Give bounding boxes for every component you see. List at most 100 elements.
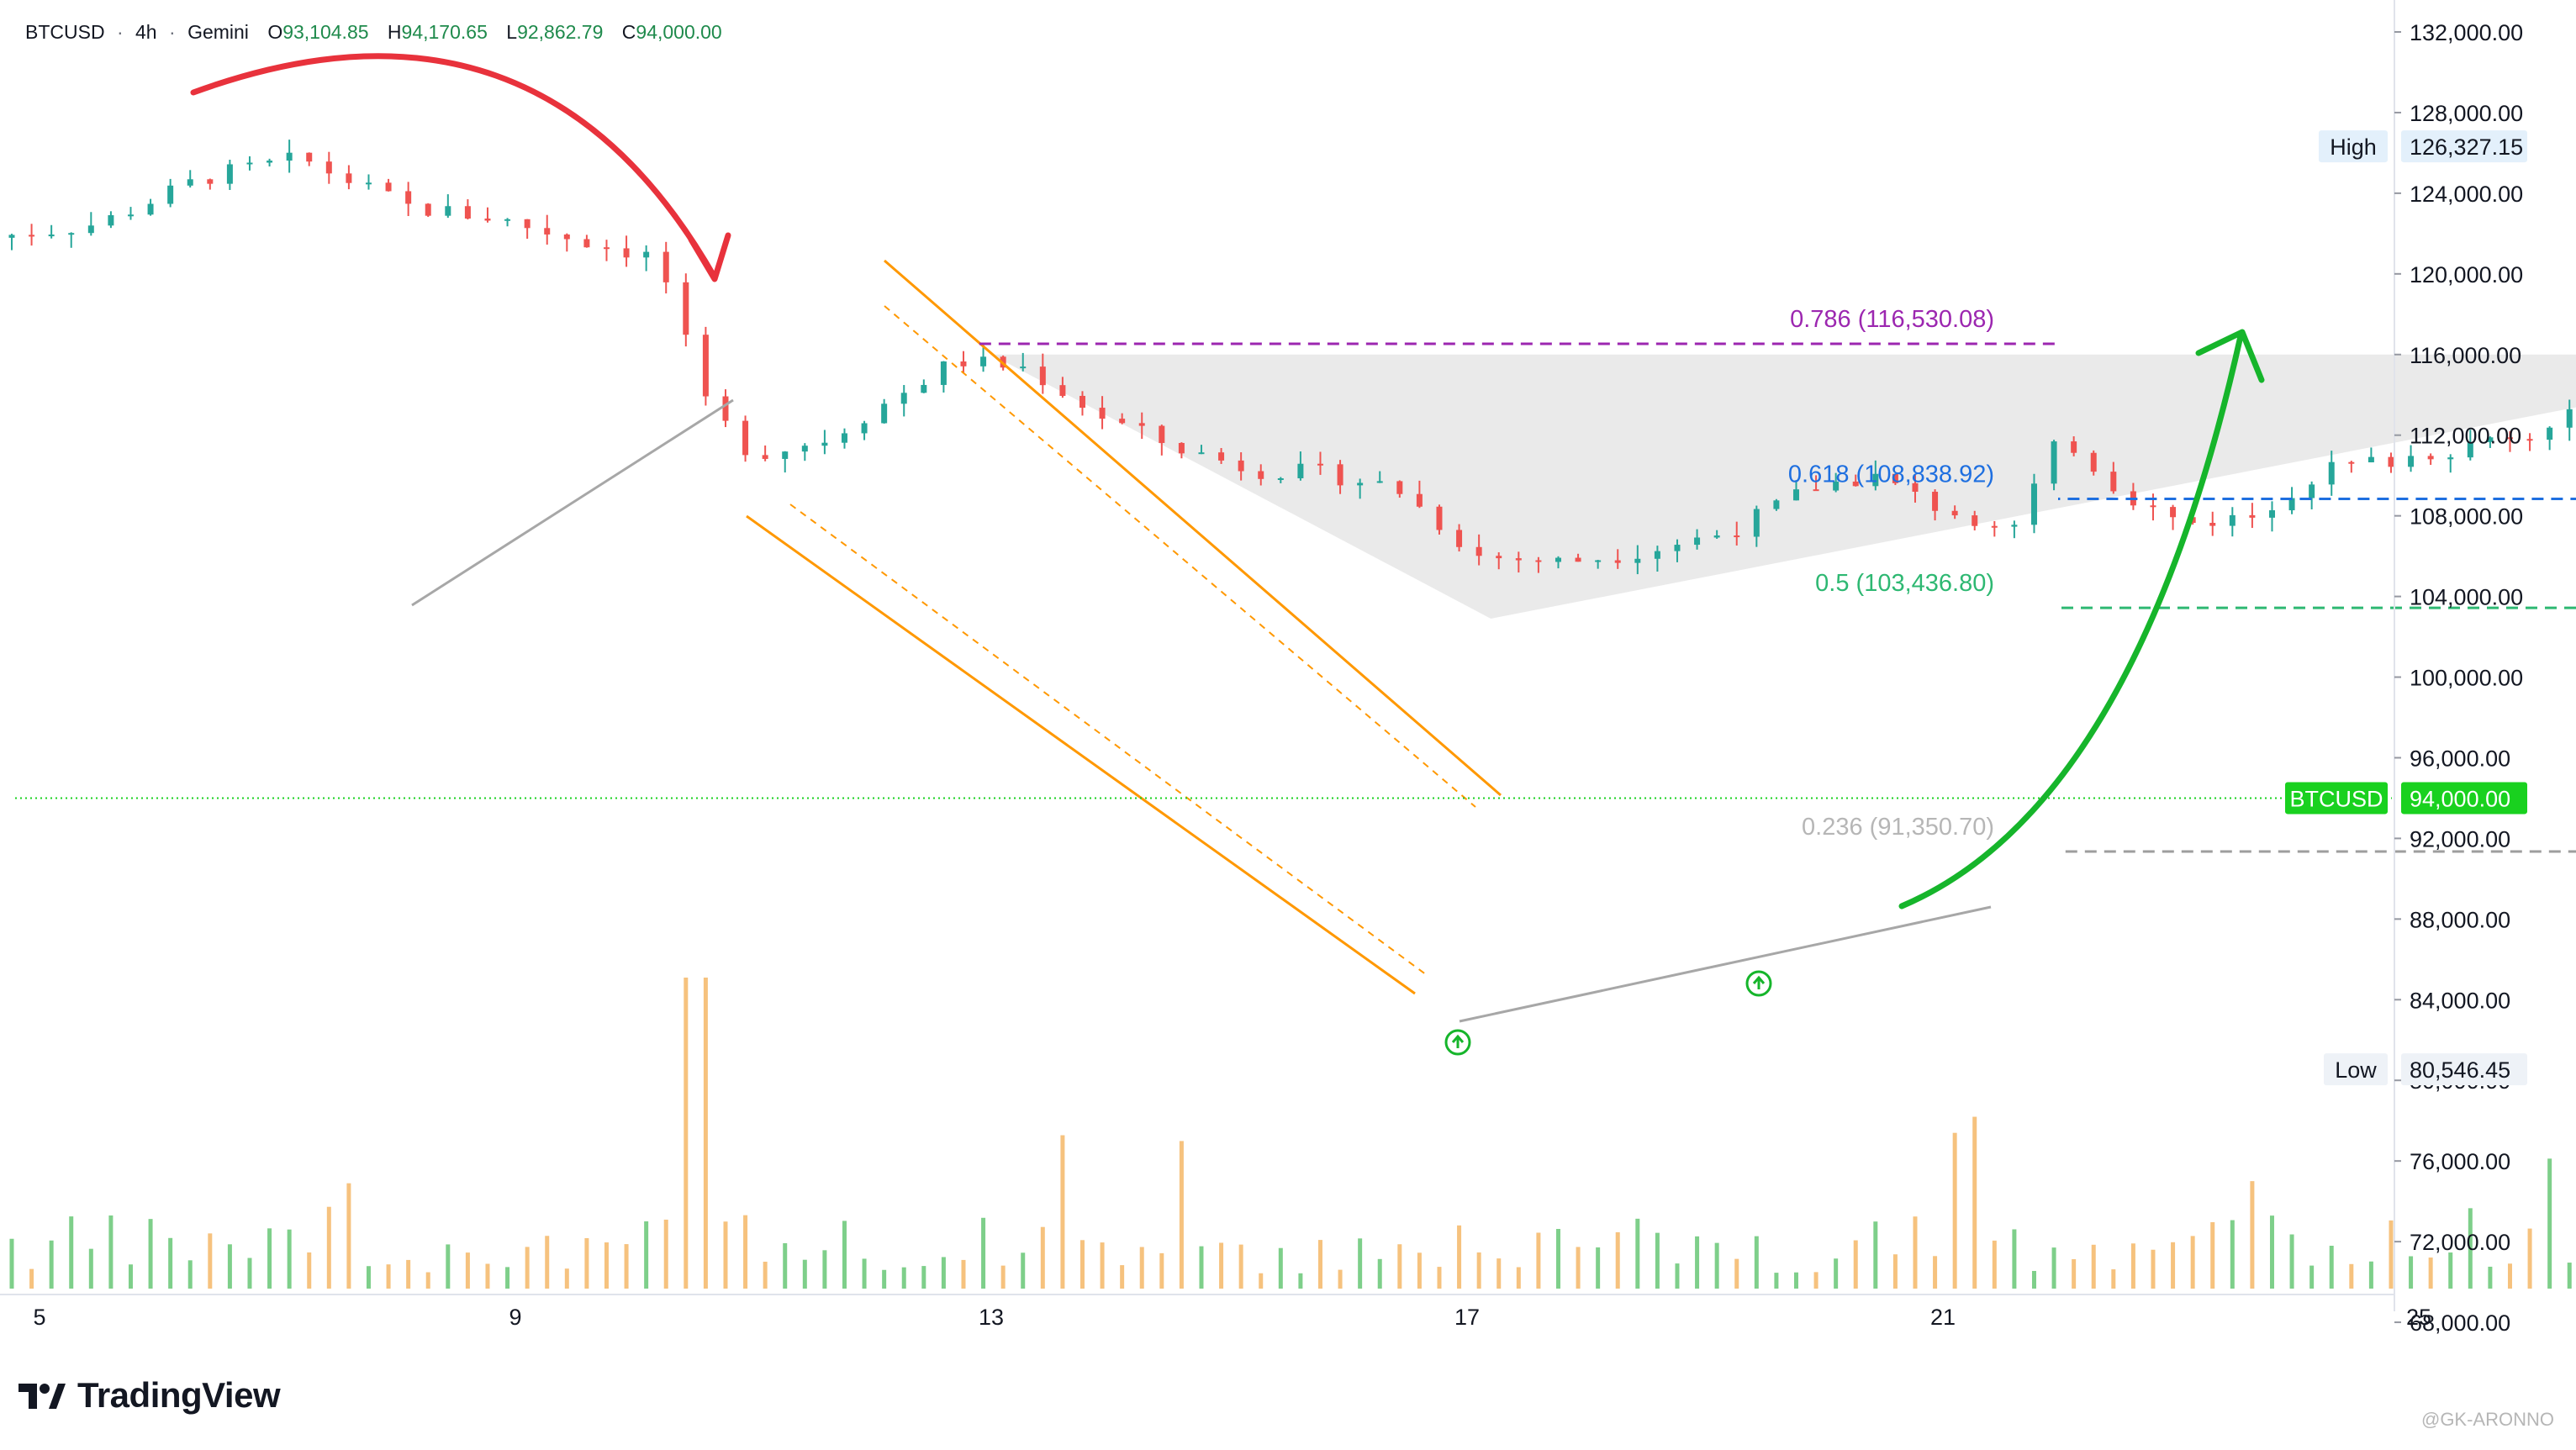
candle-body — [68, 233, 75, 235]
volume-bar — [1615, 1231, 1620, 1289]
low-value: 80,546.45 — [2410, 1057, 2510, 1083]
volume-bar — [29, 1268, 34, 1289]
volume-bar — [1873, 1221, 1878, 1289]
candle-body — [2467, 441, 2473, 458]
candle-body — [1912, 482, 1919, 493]
volume-bar — [247, 1258, 252, 1289]
volume-bar — [1774, 1273, 1779, 1289]
volume-bar — [981, 1217, 986, 1289]
volume-bar — [1159, 1252, 1164, 1289]
volume-bar — [2428, 1258, 2433, 1289]
volume-bar — [564, 1268, 569, 1289]
candle-body — [504, 219, 511, 221]
candle-body — [940, 361, 947, 385]
volume-bar — [624, 1244, 629, 1289]
candles — [8, 140, 2573, 575]
candle-body — [1337, 464, 1343, 486]
volume-bar — [1060, 1135, 1065, 1289]
candle-body — [286, 152, 293, 161]
candle-body — [1852, 481, 1859, 487]
volume-bar — [2190, 1236, 2195, 1289]
candle-body — [306, 152, 313, 162]
candle-body — [1357, 482, 1364, 486]
volume-bar — [822, 1250, 827, 1289]
buy-signal-arrow — [1752, 975, 1766, 989]
volume-bar — [1555, 1229, 1560, 1289]
volume-bar — [2171, 1242, 2176, 1289]
low-tag — [2324, 1053, 2388, 1086]
candle-body — [702, 335, 709, 397]
channel-mid-line — [884, 305, 1476, 808]
price-tick-label: 112,000.00 — [2410, 424, 2521, 449]
candle-body — [1972, 515, 1978, 526]
volume-bar — [406, 1259, 411, 1289]
candle-body — [385, 182, 392, 192]
volume-bar — [287, 1229, 292, 1289]
price-tick-label: 100,000.00 — [2410, 666, 2523, 691]
symbol-info: BTCUSD · 4h · Gemini O93,104.85 H94,170.… — [25, 21, 722, 43]
candle-body — [1734, 535, 1740, 538]
volume-bar — [1377, 1258, 1382, 1289]
volume-bar — [1000, 1265, 1006, 1289]
price-tick-label: 96,000.00 — [2410, 746, 2510, 771]
volume-bar — [1079, 1240, 1085, 1289]
candle-body — [1614, 560, 1621, 563]
candle-body — [1674, 545, 1681, 551]
time-tick-label: 17 — [1454, 1305, 1480, 1330]
channel-upper-line — [884, 259, 1502, 797]
candle-body — [662, 251, 669, 282]
volume-bar — [1695, 1236, 1700, 1289]
volume-bar — [743, 1215, 748, 1289]
volume-bar — [2289, 1234, 2294, 1289]
volume-bar — [1576, 1247, 1581, 1289]
volume-bar — [862, 1258, 867, 1289]
candle-body — [841, 433, 847, 443]
volume-bar — [1021, 1252, 1026, 1289]
candle-body — [2229, 514, 2236, 526]
volume-bar — [2329, 1246, 2334, 1289]
fib-level-label: 0.236 (91,350.70) — [1802, 814, 1994, 841]
candle-body — [2071, 441, 2077, 453]
volume-bar — [941, 1257, 946, 1289]
candle-body — [2309, 484, 2315, 498]
exchange-name: Gemini — [187, 21, 249, 43]
current-price-value-badge — [2401, 782, 2527, 815]
candle-body — [2388, 456, 2394, 467]
time-tick-label: 21 — [1930, 1305, 1956, 1330]
tradingview-logo[interactable]: TradingView — [18, 1370, 281, 1421]
volume-bar — [446, 1244, 451, 1289]
candle-body — [1713, 535, 1720, 538]
volume-bar — [366, 1266, 371, 1289]
time-tick-label: 5 — [33, 1305, 45, 1330]
candle-body — [147, 203, 154, 215]
candle-body — [1595, 560, 1602, 562]
volume-bar — [425, 1272, 430, 1289]
candle-body — [445, 206, 451, 216]
volume-bar — [2250, 1181, 2255, 1289]
candle-body — [2011, 525, 2018, 527]
symbol-name: BTCUSD — [25, 21, 105, 43]
volume-bar — [1635, 1218, 1640, 1289]
price-tick-label: 88,000.00 — [2410, 907, 2510, 932]
low-label: Low — [2335, 1057, 2377, 1083]
volume-bar — [703, 978, 708, 1289]
candle-body — [1932, 492, 1939, 511]
support-line-left — [411, 398, 734, 607]
buy-signal-arrow — [1451, 1034, 1465, 1048]
candle-body — [167, 185, 174, 204]
volume-bar — [901, 1267, 906, 1289]
candle-body — [1119, 419, 1126, 424]
candle-body — [544, 228, 551, 235]
volume-bar — [2349, 1263, 2354, 1289]
candle-body — [1773, 500, 1780, 509]
candle-body — [1991, 525, 1998, 528]
volume-bar — [386, 1264, 391, 1289]
volume-bar — [1497, 1258, 1502, 1289]
volume-bar — [1933, 1256, 1938, 1289]
candle-body — [365, 182, 372, 185]
volume-bar — [1317, 1240, 1322, 1289]
candle-body — [1218, 452, 1225, 461]
candle-body — [524, 219, 531, 229]
volume-bar — [2151, 1249, 2156, 1289]
